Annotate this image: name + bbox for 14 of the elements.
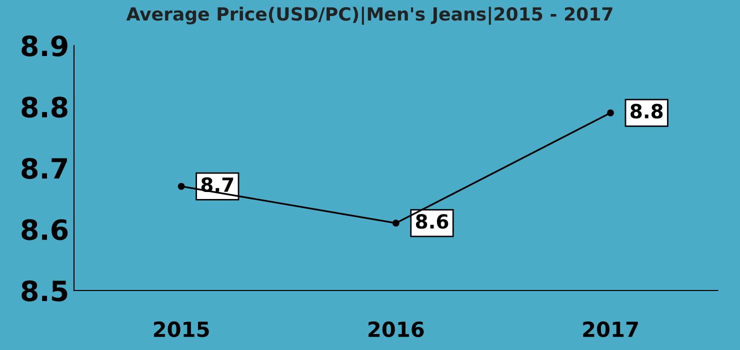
x-tick-label: 2016: [368, 321, 424, 338]
y-tick-label: 8.5: [22, 280, 68, 302]
data-label: 8.8: [630, 104, 663, 119]
y-tick-label: 8.8: [22, 96, 68, 118]
chart-title: Average Price(USD/PC)|Men's Jeans|2015 - 2017: [126, 6, 612, 25]
point: [178, 182, 185, 190]
data-label: 8.6: [416, 214, 448, 229]
x-tick-label: 2015: [154, 321, 209, 338]
y-tick-label: 8.6: [22, 219, 68, 240]
x-tick-label: 2017: [583, 321, 638, 338]
y-tick-label: 8.7: [22, 158, 67, 179]
y-tick-label: 8.9: [22, 35, 68, 56]
point: [392, 220, 400, 227]
point: [607, 109, 614, 116]
